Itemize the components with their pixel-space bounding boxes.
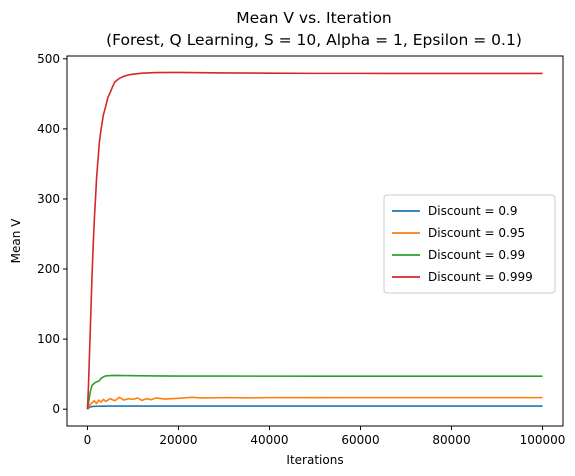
x-tick-label-0: 0 — [84, 433, 92, 447]
series-line-1 — [86, 396, 543, 410]
legend: Discount = 0.9 Discount = 0.95 Discount = … — [383, 194, 556, 294]
chart-subtitle: (Forest, Q Learning, S = 10, Alpha = 1, … — [106, 31, 522, 49]
series-layer — [86, 71, 543, 410]
y-axis-label: Mean V — [9, 218, 23, 264]
legend-label-1: Discount = 0.95 — [428, 226, 525, 240]
series-line-3 — [86, 71, 543, 410]
y-tick-label-1: 100 — [37, 332, 60, 346]
y-tick-label-4: 400 — [37, 122, 60, 136]
series-line-0 — [86, 405, 543, 410]
y-tick-label-2: 200 — [37, 262, 60, 276]
x-axis-label: Iterations — [286, 453, 343, 467]
y-tick-label-5: 500 — [37, 52, 60, 66]
x-axis: 0 20000 40000 60000 80000 100000 — [84, 426, 566, 447]
y-tick-label-3: 300 — [37, 192, 60, 206]
y-tick-label-0: 0 — [52, 402, 60, 416]
legend-box — [383, 194, 556, 294]
plot-frame — [66, 55, 564, 427]
x-tick-label-4: 80000 — [432, 433, 470, 447]
y-axis: 0 100 200 300 400 500 — [37, 52, 67, 416]
legend-label-0: Discount = 0.9 — [428, 204, 517, 218]
x-tick-label-2: 40000 — [250, 433, 288, 447]
legend-label-2: Discount = 0.99 — [428, 248, 525, 262]
x-tick-label-3: 60000 — [341, 433, 379, 447]
chart-title: Mean V vs. Iteration — [236, 9, 392, 27]
x-tick-label-5: 100000 — [520, 433, 566, 447]
series-line-2 — [86, 374, 543, 410]
legend-label-3: Discount = 0.999 — [428, 270, 533, 284]
x-tick-label-1: 20000 — [159, 433, 197, 447]
